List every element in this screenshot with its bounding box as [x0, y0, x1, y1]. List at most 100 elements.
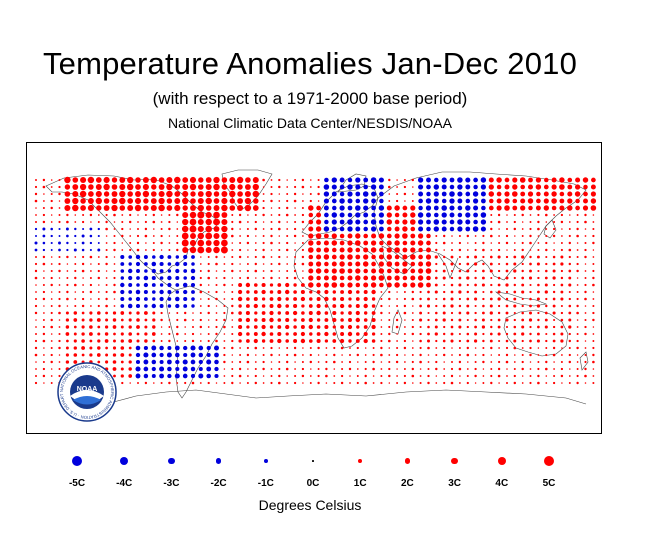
anomaly-dot: [576, 368, 579, 370]
anomaly-dot: [129, 235, 132, 237]
anomaly-dot: [434, 212, 439, 218]
anomaly-dot: [583, 198, 588, 204]
anomaly-dot: [474, 332, 478, 336]
anomaly-dot: [121, 249, 124, 251]
anomaly-dot: [520, 191, 526, 197]
anomaly-dot: [308, 311, 313, 315]
anomaly-dot: [42, 332, 46, 336]
anomaly-dot: [545, 269, 548, 273]
anomaly-dot: [474, 248, 477, 252]
anomaly-dot: [135, 352, 141, 358]
anomaly-dot: [88, 184, 94, 190]
anomaly-dot: [394, 233, 400, 239]
anomaly-dot: [537, 213, 540, 217]
anomaly-dot: [395, 353, 399, 357]
anomaly-dot: [167, 304, 172, 308]
anomaly-dot: [261, 282, 266, 288]
anomaly-dot: [371, 233, 377, 239]
anomaly-dot: [427, 339, 430, 343]
anomaly-dot: [168, 220, 171, 224]
anomaly-dot: [144, 325, 148, 329]
anomaly-dot: [35, 361, 37, 363]
anomaly-dot: [576, 262, 579, 266]
anomaly-dot: [143, 275, 149, 281]
anomaly-dot: [73, 360, 78, 364]
anomaly-dot: [576, 361, 579, 363]
legend-dot: [544, 456, 554, 466]
anomaly-dot: [347, 191, 353, 197]
anomaly-dot: [498, 304, 501, 308]
anomaly-dot: [584, 318, 587, 322]
anomaly-dot: [58, 374, 61, 378]
anomaly-dot: [371, 261, 376, 267]
anomaly-dot: [286, 206, 289, 210]
anomaly-dot: [433, 205, 439, 211]
anomaly-dot: [355, 212, 361, 218]
anomaly-dot: [356, 381, 359, 385]
anomaly-dot: [42, 277, 45, 279]
anomaly-dot: [457, 184, 463, 190]
anomaly-dot: [135, 191, 141, 197]
anomaly-dot: [331, 212, 338, 218]
anomaly-dot: [388, 305, 391, 307]
anomaly-dot: [231, 381, 234, 385]
anomaly-dot: [333, 360, 336, 364]
anomaly-dot: [105, 353, 109, 357]
anomaly-dot: [231, 277, 234, 279]
anomaly-dot: [294, 361, 296, 363]
anomaly-dot: [205, 183, 212, 191]
anomaly-dot: [386, 212, 392, 218]
anomaly-dot: [105, 290, 108, 294]
anomaly-dot: [159, 289, 164, 295]
anomaly-dot: [340, 318, 344, 322]
anomaly-dot: [425, 261, 432, 267]
anomaly-dot: [238, 318, 243, 322]
anomaly-dot: [42, 206, 45, 210]
anomaly-dot: [231, 262, 234, 266]
anomaly-dot: [537, 325, 540, 329]
anomaly-dot: [324, 311, 329, 315]
anomaly-dot: [120, 374, 124, 378]
anomaly-dot: [42, 185, 46, 189]
anomaly-dot: [568, 332, 571, 336]
anomaly-dot: [513, 374, 516, 378]
anomaly-dot: [568, 262, 572, 266]
anomaly-dot: [223, 276, 226, 280]
anomaly-dot: [410, 205, 416, 211]
anomaly-dot: [402, 247, 408, 253]
anomaly-dot: [160, 249, 163, 251]
anomaly-dot: [113, 228, 116, 230]
anomaly-dot: [50, 241, 53, 245]
anomaly-dot: [457, 226, 463, 232]
anomaly-dot: [182, 366, 188, 372]
anomaly-dot: [402, 268, 408, 274]
anomaly-dot: [339, 268, 345, 274]
anomaly-dot: [378, 261, 384, 267]
anomaly-dot: [427, 297, 430, 301]
anomaly-dot: [301, 213, 305, 217]
anomaly-dot: [394, 254, 400, 260]
anomaly-dot: [411, 332, 415, 336]
anomaly-dot: [190, 198, 196, 204]
anomaly-dot: [560, 248, 563, 252]
anomaly-dot: [402, 233, 408, 239]
anomaly-dot: [435, 241, 438, 245]
anomaly-dot: [356, 290, 360, 294]
anomaly-dot: [324, 268, 329, 274]
anomaly-dot: [308, 247, 314, 253]
anomaly-dot: [74, 263, 77, 265]
coast-arabia: [381, 245, 413, 275]
anomaly-dot: [246, 263, 249, 265]
anomaly-dot: [81, 220, 85, 224]
anomaly-dot: [221, 239, 228, 247]
anomaly-dot: [262, 241, 265, 245]
anomaly-dot: [308, 233, 314, 239]
anomaly-dot: [231, 346, 234, 350]
anomaly-dot: [419, 346, 422, 350]
anomaly-dot: [513, 339, 517, 343]
anomaly-dot: [300, 283, 305, 287]
anomaly-dot: [489, 339, 493, 343]
anomaly-dot: [394, 219, 400, 225]
anomaly-dot: [592, 346, 595, 350]
anomaly-dot: [58, 248, 61, 252]
